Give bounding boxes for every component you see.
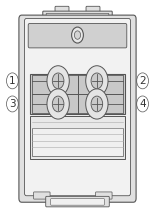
FancyBboxPatch shape <box>34 192 50 199</box>
FancyBboxPatch shape <box>24 18 131 196</box>
Bar <box>32 128 123 156</box>
FancyBboxPatch shape <box>43 11 112 21</box>
Text: 3: 3 <box>9 99 16 109</box>
Text: 2: 2 <box>139 76 146 86</box>
Bar <box>78 75 123 94</box>
Circle shape <box>91 96 103 112</box>
FancyBboxPatch shape <box>46 13 109 19</box>
FancyBboxPatch shape <box>96 192 112 199</box>
Circle shape <box>47 66 69 96</box>
Circle shape <box>52 73 64 89</box>
FancyBboxPatch shape <box>86 6 100 15</box>
Circle shape <box>91 73 103 89</box>
Text: 1: 1 <box>9 76 16 86</box>
Bar <box>30 116 125 159</box>
FancyBboxPatch shape <box>46 196 109 207</box>
FancyBboxPatch shape <box>28 24 127 48</box>
FancyBboxPatch shape <box>19 15 136 202</box>
Circle shape <box>47 89 69 119</box>
Bar <box>32 75 78 94</box>
Bar <box>78 94 123 113</box>
Circle shape <box>52 96 64 112</box>
Circle shape <box>86 66 108 96</box>
Text: 4: 4 <box>139 99 146 109</box>
Bar <box>32 75 123 113</box>
Circle shape <box>86 89 108 119</box>
Circle shape <box>72 27 83 43</box>
Bar <box>32 94 78 113</box>
FancyBboxPatch shape <box>51 199 104 205</box>
FancyBboxPatch shape <box>55 6 69 15</box>
Bar <box>30 74 125 114</box>
Circle shape <box>74 31 81 39</box>
